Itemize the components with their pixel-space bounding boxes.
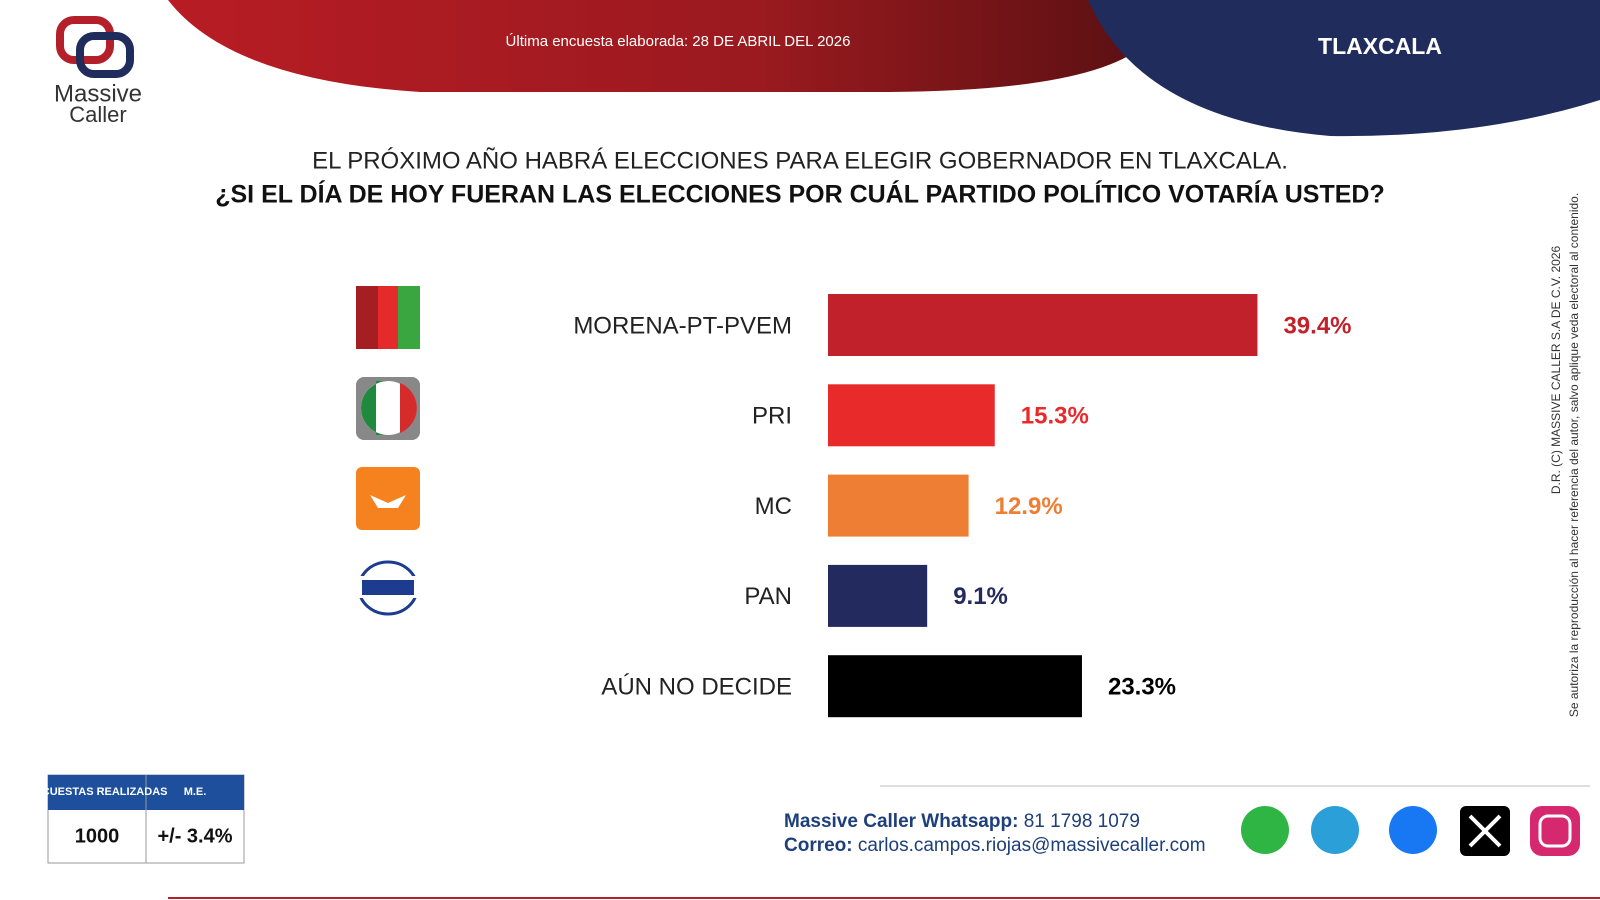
party-logo — [356, 560, 420, 616]
category-label: PAN — [744, 583, 792, 610]
bar — [828, 655, 1082, 718]
bar — [828, 384, 995, 447]
brand-name: Massive — [54, 80, 142, 107]
value-label: 12.9% — [995, 493, 1063, 520]
contact-label: Massive Caller Whatsapp: — [784, 811, 1018, 832]
survey-header-label: M.E. — [184, 786, 207, 798]
contact-value: 81 1798 1079 — [1024, 811, 1140, 832]
contact-line: Massive Caller Whatsapp: 81 1798 1079 — [784, 811, 1140, 832]
instagram-icon[interactable] — [1530, 806, 1580, 856]
header-region-band — [1088, 0, 1600, 137]
legal-text: Se autoriza la reproducción al hacer ref… — [1567, 193, 1581, 717]
whatsapp-icon[interactable] — [1241, 806, 1289, 854]
contact-label: Correo: — [784, 835, 853, 856]
survey-date: Última encuesta elaborada: 28 DE ABRIL D… — [506, 33, 851, 50]
contact-line: Correo: carlos.campos.riojas@massivecall… — [784, 835, 1206, 856]
chart-title: EL PRÓXIMO AÑO HABRÁ ELECCIONES PARA ELE… — [312, 147, 1288, 174]
x-icon-glyph — [1468, 814, 1502, 848]
party-logo — [356, 377, 420, 440]
logo-box — [36, 4, 160, 132]
region: TLAXCALA — [1318, 33, 1442, 59]
value-label: 15.3% — [1021, 403, 1089, 430]
instagram-icon-glyph — [1538, 814, 1572, 848]
telegram-icon[interactable] — [1311, 806, 1359, 854]
brand-name: Caller — [69, 102, 126, 127]
survey-margin: +/- 3.4% — [157, 825, 232, 847]
survey-header-label: ENCUESTAS REALIZADAS — [27, 786, 168, 798]
bar — [828, 474, 969, 537]
party-logo — [356, 286, 420, 349]
value-label: 23.3% — [1108, 674, 1176, 701]
header-band — [168, 0, 1150, 92]
category-label: AÚN NO DECIDE — [601, 674, 792, 701]
bar — [828, 564, 928, 627]
value-label: 39.4% — [1283, 312, 1351, 339]
category-label: MORENA-PT-PVEM — [573, 312, 792, 339]
value-label: 9.1% — [953, 583, 1008, 610]
category-label: MC — [755, 493, 792, 520]
party-logo — [356, 467, 420, 530]
logo-bubble — [76, 32, 134, 78]
bar — [828, 294, 1258, 356]
facebook-icon[interactable] — [1389, 806, 1437, 854]
survey-count: 1000 — [75, 825, 120, 847]
legal-text: D.R. (C) MASSIVE CALLER S.A DE C.V. 2026 — [1549, 246, 1563, 495]
chart-subtitle: ¿SI EL DÍA DE HOY FUERAN LAS ELECCIONES … — [215, 180, 1385, 209]
contact-value: carlos.campos.riojas@massivecaller.com — [858, 835, 1206, 856]
category-label: PRI — [752, 403, 792, 430]
